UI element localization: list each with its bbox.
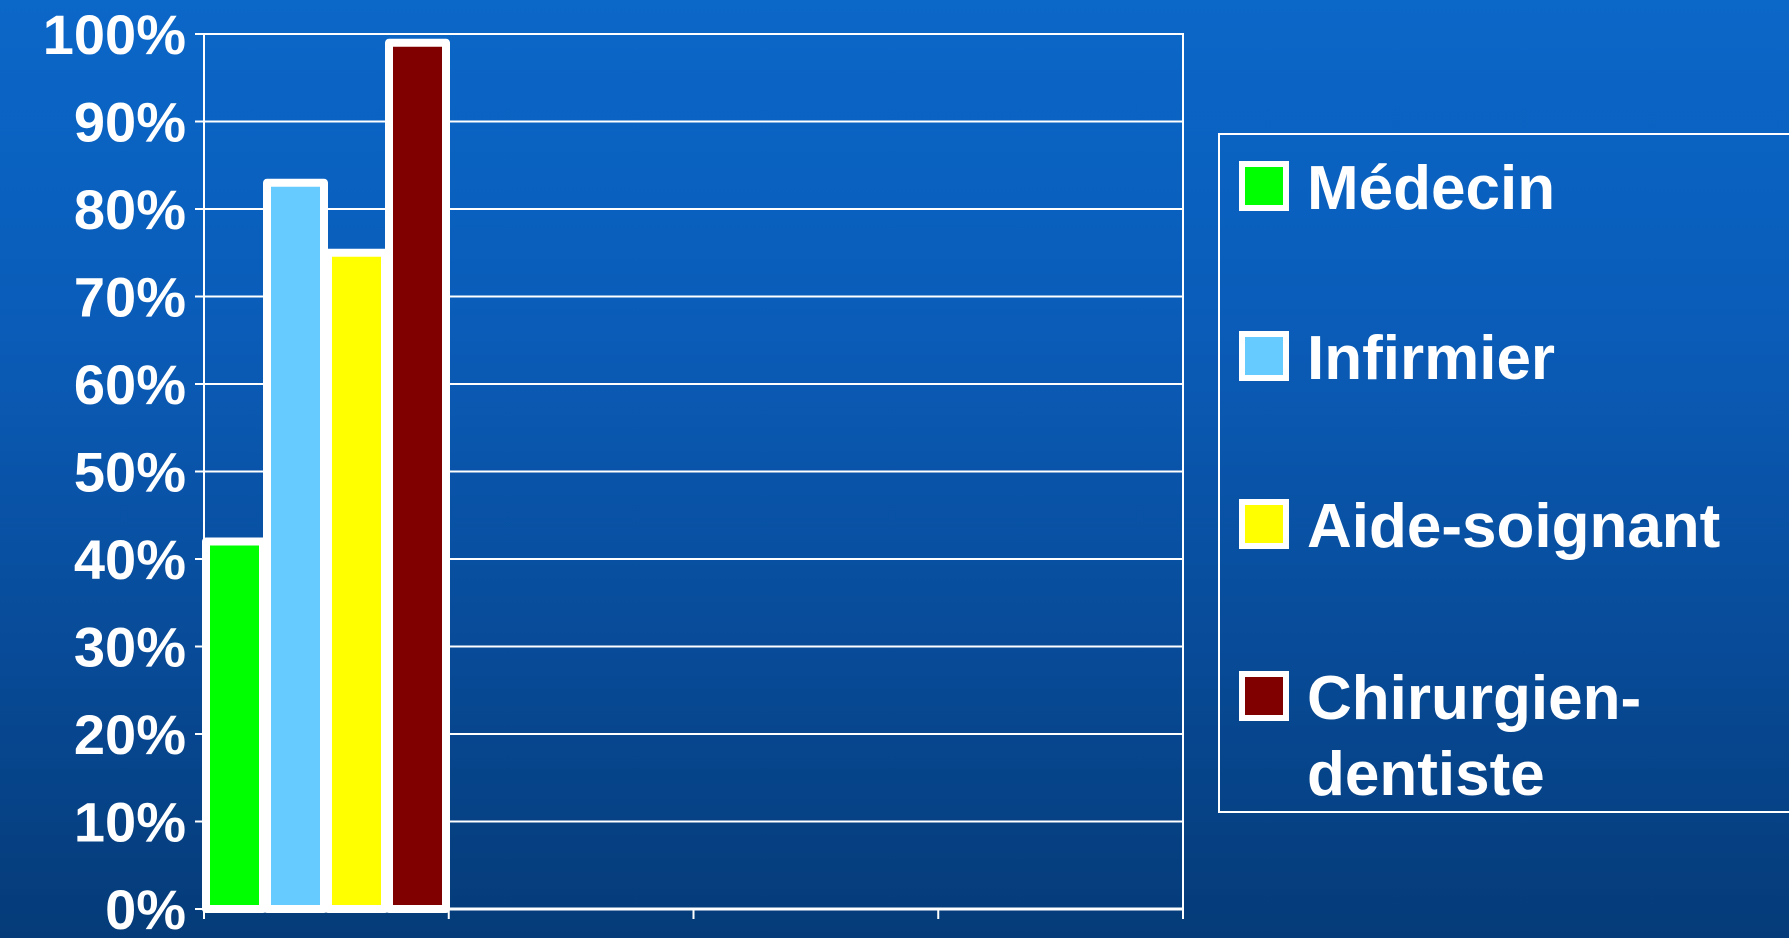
legend: Médecin Infirmier Aide-soignant Chirurgien-… [1218,133,1789,813]
bar-infirmier [263,178,328,913]
bar-aide-soignant [324,248,389,913]
y-tick-label: 0% [105,878,186,938]
legend-label: Infirmier [1307,324,1555,393]
y-tick-label: 20% [74,703,186,766]
legend-label: Aide-soignant [1307,492,1720,561]
y-tick-label: 10% [74,791,186,854]
bars [202,38,450,913]
y-tick-label: 60% [74,353,186,416]
y-tick-label: 70% [74,266,186,329]
y-axis-ticks: 0% 10% 20% 30% 40% 50% 60% 70% 80% 90% 100% [43,3,204,938]
legend-label: Médecin [1307,154,1555,223]
legend-swatch [1239,161,1289,211]
y-tick-label: 80% [74,178,186,241]
legend-swatch [1239,671,1289,721]
y-tick-label: 100% [43,3,186,66]
y-tick-label: 50% [74,441,186,504]
y-tick-label: 90% [74,91,186,154]
legend-swatch [1239,499,1289,549]
legend-label: dentiste [1307,740,1545,809]
bar-chirurgien-dentiste [385,38,450,913]
y-tick-label: 30% [74,616,186,679]
legend-box [1218,133,1789,813]
y-tick-label: 40% [74,528,186,591]
legend-label: Chirurgien- [1307,664,1641,733]
legend-swatch [1239,331,1289,381]
bar-m-decin [202,537,267,913]
